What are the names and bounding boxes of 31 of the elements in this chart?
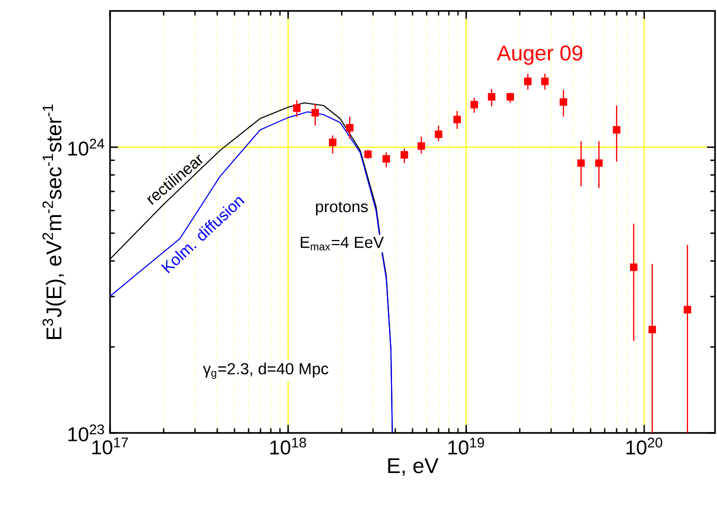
point: [311, 109, 319, 117]
point: [630, 264, 638, 272]
point: [560, 98, 568, 106]
point: [470, 100, 478, 108]
point: [346, 124, 354, 132]
series-label: Auger 09: [496, 46, 582, 65]
point: [541, 78, 549, 86]
text: E$^{3}$J(E), eV$^{2}$m$^{-2}$sec$^{-1}$ster$^{-1}$: [42, 104, 66, 339]
annotation: E$_{max}$=4 EeV: [300, 236, 384, 250]
point: [382, 155, 390, 163]
point: [595, 159, 603, 167]
x-tick-label: 10$^{19}$: [448, 438, 484, 455]
point: [434, 130, 442, 138]
point: [400, 151, 408, 159]
annotation: protons: [316, 202, 368, 216]
point: [506, 93, 514, 101]
point: [577, 159, 585, 167]
x-tick-label: 10$^{18}$: [270, 438, 306, 455]
x-axis-title: E, eV: [388, 458, 439, 476]
annotation: γ$_{g}$=2.3, d=40 Mpc: [203, 362, 328, 379]
point: [488, 93, 496, 101]
y-tick-label: 10$^{24}$: [68, 138, 104, 156]
point: [453, 116, 461, 124]
point: [328, 138, 336, 146]
point: [364, 150, 372, 158]
point: [648, 326, 656, 334]
point: [524, 78, 532, 86]
point: [293, 104, 301, 112]
point: [418, 142, 426, 150]
x-tick-label: 10$^{20}$: [626, 438, 662, 455]
point: [612, 126, 620, 134]
